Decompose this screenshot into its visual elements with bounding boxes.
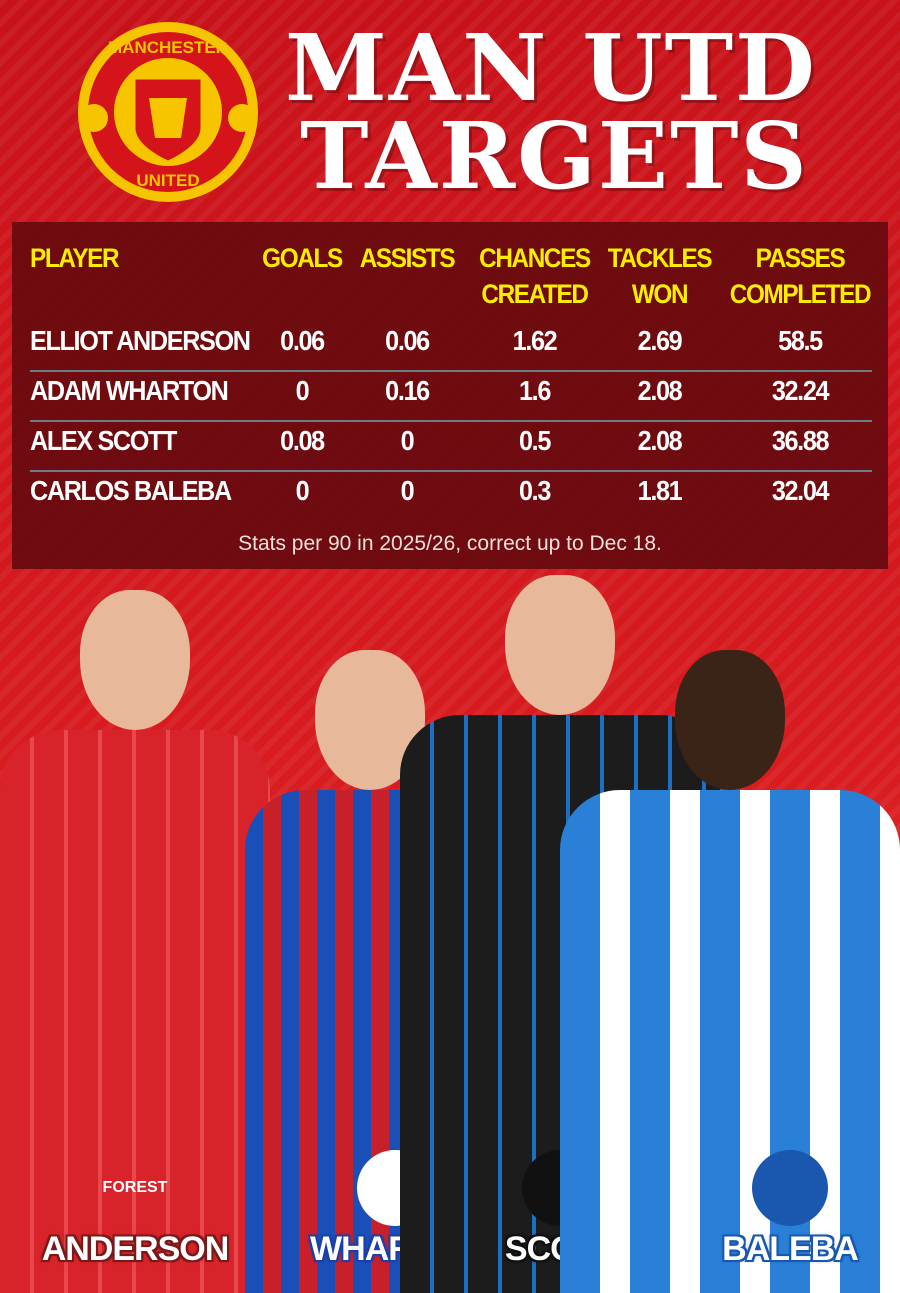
stat-cell: 2.08: [637, 425, 683, 456]
stat-cell: 32.24: [771, 375, 830, 406]
kit: [560, 790, 900, 1293]
stat-cell: 2.69: [637, 325, 683, 356]
kit: [0, 730, 270, 1293]
header-chances-created: CHANCES CREATED: [479, 243, 591, 309]
head: [80, 590, 190, 730]
stat-cell: 2.08: [637, 375, 683, 406]
title-line-2: TARGETS: [300, 102, 809, 210]
stats-table: PLAYER GOALS ASSISTS CHANCES CREATED TACK…: [12, 222, 888, 569]
row-divider: [30, 420, 872, 422]
player-name-cell: ADAM WHARTON: [30, 375, 229, 406]
stat-cell: 0: [400, 425, 415, 456]
header-passes-completed: PASSES COMPLETED: [729, 243, 872, 309]
svg-text:UNITED: UNITED: [136, 171, 199, 190]
brighton-crest-icon: [752, 1150, 828, 1226]
footnote: Stats per 90 in 2025/26, correct up to D…: [238, 532, 662, 555]
header-assists: ASSISTS: [359, 243, 456, 273]
stat-cell: 0.3: [519, 475, 551, 506]
stat-cell: 0.08: [280, 425, 325, 456]
stat-cell: 1.62: [512, 325, 558, 356]
title-line-1: MAN UTD: [285, 14, 817, 122]
stat-cell: 58.5: [778, 325, 823, 356]
stat-cell: 0.16: [385, 375, 430, 406]
player-photo-baleba: [560, 650, 900, 1293]
stat-cell: 0: [295, 375, 310, 406]
stat-cell: 1.6: [519, 375, 551, 406]
head: [505, 575, 615, 715]
player-photo-anderson: [0, 590, 270, 1293]
stat-cell: 36.88: [771, 425, 830, 456]
header-goals: GOALS: [262, 243, 343, 273]
svg-text:MANCHESTER: MANCHESTER: [108, 38, 228, 57]
player-name-cell: ELLIOT ANDERSON: [30, 325, 251, 356]
stat-cell: 0.5: [519, 425, 551, 456]
stat-cell: 0.06: [385, 325, 430, 356]
stat-cell: 32.04: [771, 475, 830, 506]
row-divider: [30, 370, 872, 372]
player-label-anderson: ANDERSON: [41, 1230, 230, 1268]
stat-cell: 0.06: [280, 325, 325, 356]
header-player: PLAYER: [30, 243, 120, 273]
row-divider: [30, 470, 872, 472]
head: [675, 650, 785, 790]
player-name-cell: ALEX SCOTT: [30, 425, 177, 456]
player-label-baleba: BALEBA: [722, 1230, 859, 1268]
stat-cell: 1.81: [637, 475, 683, 506]
stat-cell: 0: [400, 475, 415, 506]
forest-crest-icon: FOREST: [102, 1179, 168, 1196]
header-tackles-won: TACKLES WON: [607, 243, 713, 309]
stat-cell: 0: [295, 475, 310, 506]
man-utd-crest-logo: MANCHESTER UNITED: [78, 22, 258, 202]
player-name-cell: CARLOS BALEBA: [30, 475, 232, 506]
